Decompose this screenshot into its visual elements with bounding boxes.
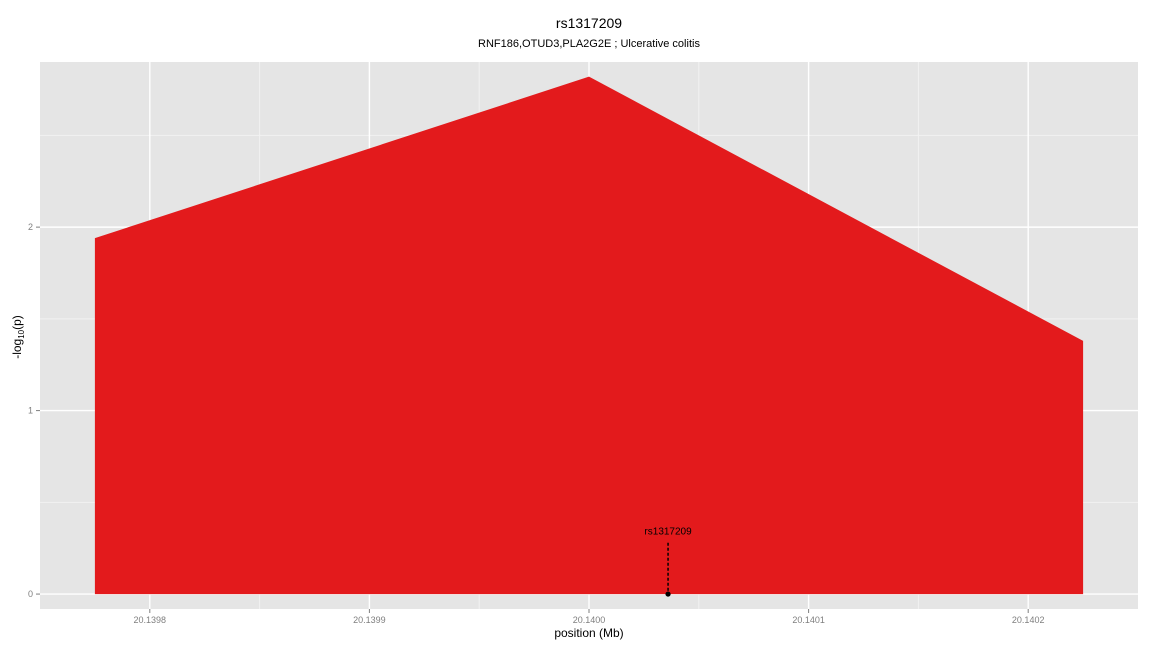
x-tick-label: 20.1402 bbox=[1012, 615, 1045, 625]
x-tick-label: 20.1401 bbox=[792, 615, 825, 625]
y-axis-title: -log10(p) bbox=[10, 315, 26, 359]
annotation-layer: rs1317209 bbox=[644, 527, 692, 597]
x-tick-label: 20.1400 bbox=[573, 615, 606, 625]
chart-subtitle: RNF186,OTUD3,PLA2G2E ; Ulcerative coliti… bbox=[478, 38, 700, 50]
x-axis: 20.1398 20.1399 20.1400 20.1401 20.1402 bbox=[134, 609, 1045, 625]
x-axis-title: position (Mb) bbox=[554, 626, 623, 640]
area-series bbox=[94, 76, 1084, 595]
series-layer bbox=[94, 76, 1084, 595]
snp-marker-point bbox=[665, 591, 671, 597]
y-axis-title-subscript: 10 bbox=[17, 329, 26, 338]
x-tick-label: 20.1398 bbox=[134, 615, 167, 625]
y-tick-label: 0 bbox=[28, 589, 33, 599]
chart-title: rs1317209 bbox=[556, 15, 622, 31]
snp-marker-label: rs1317209 bbox=[644, 527, 692, 538]
y-tick-label: 2 bbox=[28, 222, 33, 232]
y-tick-label: 1 bbox=[28, 406, 33, 416]
y-axis: 0 1 2 bbox=[28, 222, 40, 599]
x-tick-label: 20.1399 bbox=[353, 615, 386, 625]
y-axis-title-prefix: -log bbox=[10, 339, 24, 359]
y-axis-title-suffix: (p) bbox=[10, 315, 24, 330]
